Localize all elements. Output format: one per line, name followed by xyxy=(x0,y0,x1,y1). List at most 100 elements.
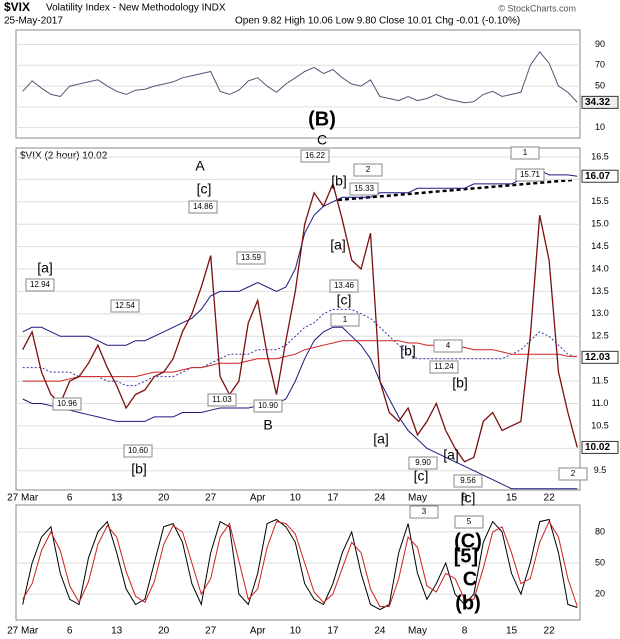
x-tick-label: 27 xyxy=(205,493,217,504)
annotation-box xyxy=(123,444,153,458)
annotation-box xyxy=(188,200,218,214)
series-line xyxy=(22,308,578,387)
annotation: C xyxy=(317,132,327,148)
annotation: 16.22 xyxy=(305,151,326,160)
annotation: (B) xyxy=(308,108,336,130)
annotation: 2 xyxy=(571,469,576,478)
date: 25-May-2017 xyxy=(4,16,63,27)
x-tick-label: 27 Mar xyxy=(7,626,39,637)
annotation-box xyxy=(25,278,55,292)
y-tick-label: 50 xyxy=(595,557,605,567)
x-tick-label: 10 xyxy=(290,626,302,637)
annotation: [b] xyxy=(452,375,468,391)
annotation-box xyxy=(52,397,82,411)
x-tick-label: 24 xyxy=(374,626,386,637)
y-tick-label: 20 xyxy=(595,588,605,598)
y-tick-label: 70 xyxy=(595,60,605,70)
annotation-box xyxy=(330,313,360,327)
x-tick-label: May xyxy=(408,626,427,637)
x-tick-label: 15 xyxy=(506,626,518,637)
panel-label: $VIX (2 hour) 10.02 xyxy=(20,151,108,162)
annotation-box xyxy=(510,146,540,160)
annotation: B xyxy=(263,417,272,433)
annotation: [c] xyxy=(197,181,212,197)
annotation: 10.96 xyxy=(57,399,78,408)
annotation-box xyxy=(408,456,438,470)
annotation: [c] xyxy=(461,490,476,506)
y-tick-label: 12.5 xyxy=(591,331,609,341)
annotation-box xyxy=(236,251,266,265)
series-line xyxy=(22,169,578,346)
annotation-box xyxy=(253,399,283,413)
annotation: 4 xyxy=(446,341,451,350)
annotation: C xyxy=(463,568,477,590)
y-tick-label: 13.5 xyxy=(591,286,609,296)
y-tick-label: 90 xyxy=(595,39,605,49)
annotation-box xyxy=(329,279,359,293)
annotation-box xyxy=(300,149,330,163)
annotation: [b] xyxy=(131,461,147,477)
annotation: 12.94 xyxy=(30,280,51,289)
y-tick-label: 11.0 xyxy=(592,398,609,408)
annotation-box xyxy=(110,299,140,313)
x-tick-label: 6 xyxy=(67,626,73,637)
annotation: 1 xyxy=(523,148,528,157)
last-value-tag xyxy=(581,95,619,109)
series-line xyxy=(22,181,578,463)
annotation: [a] xyxy=(37,260,53,276)
annotation: (C) xyxy=(454,530,482,552)
annotation: 13.59 xyxy=(241,253,262,262)
annotation: 11.03 xyxy=(212,395,232,404)
y-tick-label: 80 xyxy=(595,526,605,536)
annotation-box xyxy=(429,360,459,374)
annotation-box xyxy=(454,515,484,529)
annotation: 14.86 xyxy=(193,202,214,211)
x-tick-label: 27 Mar xyxy=(7,493,39,504)
annotation: [b] xyxy=(400,343,416,359)
panel-frame xyxy=(15,147,581,491)
annotation: 9.56 xyxy=(460,476,476,485)
series-line xyxy=(22,520,578,607)
credit: © StockCharts.com xyxy=(498,3,576,13)
x-tick-label: 13 xyxy=(111,626,123,637)
annotation: 12.54 xyxy=(115,301,136,310)
y-tick-label: 10.5 xyxy=(591,420,609,430)
annotation: [a] xyxy=(330,237,346,253)
annotation: 10.60 xyxy=(128,446,149,455)
instrument-name: Volatility Index - New Methodology INDX xyxy=(46,3,226,14)
x-tick-label: 10 xyxy=(290,493,302,504)
last-value-tag xyxy=(581,440,619,454)
annotation: [a] xyxy=(373,431,389,447)
annotation: 11.24 xyxy=(434,362,454,371)
series-line xyxy=(22,340,578,382)
annotation: [c] xyxy=(337,292,352,308)
annotation: [c] xyxy=(414,468,429,484)
annotation: A xyxy=(195,158,205,174)
last-value-tag xyxy=(581,350,619,364)
annotation-box xyxy=(558,467,588,481)
panel-frame xyxy=(15,504,581,621)
last-value-tag xyxy=(581,169,619,183)
annotation: (b) xyxy=(455,592,481,614)
annotation: 15.33 xyxy=(354,184,375,193)
last-value-label: 16.07 xyxy=(585,171,610,182)
annotation: 2 xyxy=(366,165,371,174)
x-tick-label: 20 xyxy=(158,626,170,637)
x-tick-label: 8 xyxy=(462,626,468,637)
annotation-box xyxy=(349,182,379,196)
x-tick-label: Apr xyxy=(250,493,266,504)
x-tick-label: 17 xyxy=(327,626,339,637)
last-value-label: 34.32 xyxy=(585,97,610,108)
annotation: 10.90 xyxy=(258,401,279,410)
annotation-box xyxy=(207,393,237,407)
ohlc: Open 9.82 High 10.06 Low 9.80 Close 10.0… xyxy=(235,16,520,27)
annotation: 5 xyxy=(467,517,472,526)
annotation: 1 xyxy=(343,315,348,324)
y-tick-label: 15.0 xyxy=(591,219,609,229)
x-tick-label: May xyxy=(408,493,427,504)
annotation: [5] xyxy=(454,545,478,567)
y-tick-label: 10 xyxy=(595,122,605,132)
annotation-box xyxy=(409,505,439,519)
